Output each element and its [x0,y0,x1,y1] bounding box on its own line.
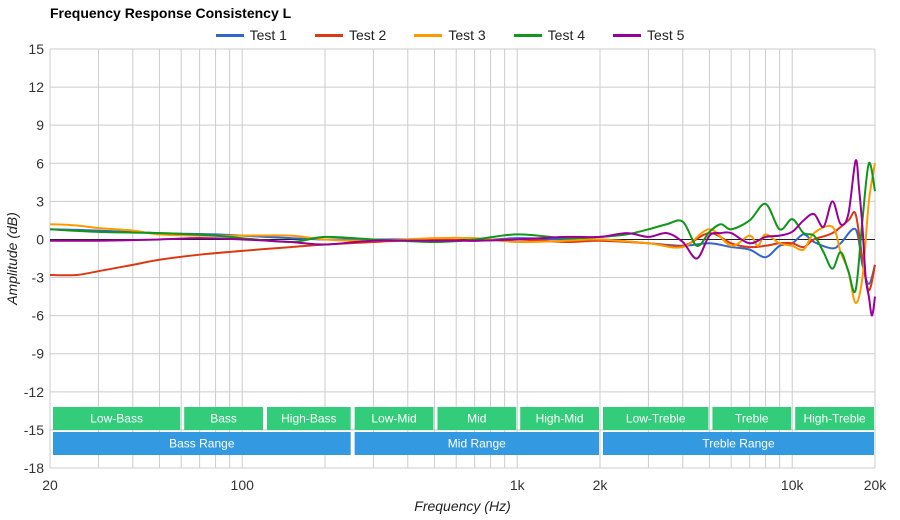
y-tick-label: -18 [24,460,44,476]
band-high-bass [266,407,351,430]
legend-item-1: Test 1 [215,27,287,43]
y-tick-label: 9 [36,117,44,133]
band-high-mid [520,407,599,430]
y-tick-label: -3 [32,270,45,286]
legend-item-2: Test 2 [314,27,387,43]
band-label: Mid [467,412,486,426]
legend-label: Test 3 [448,27,486,43]
x-axis-title: Frequency (Hz) [414,498,510,514]
x-tick-label: 20k [864,477,888,493]
y-tick-label: -9 [32,346,45,362]
y-tick-label: -12 [24,384,44,400]
legend-label: Test 5 [647,27,685,43]
band-mid-range [354,432,599,455]
grid [49,48,876,469]
band-label: Treble [735,412,769,426]
series-line-5 [49,159,876,317]
band-low-treble [603,407,709,430]
band-label: Low-Treble [626,412,686,426]
x-tick-label: 2k [593,477,609,493]
y-tick-label: 15 [28,41,44,57]
series-lines [49,159,876,317]
legend-item-4: Test 4 [513,27,586,43]
band-label: Treble Range [702,437,775,451]
legend-swatch [613,33,642,37]
y-tick-label: -6 [32,308,45,324]
y-axis-title: Amplitude (dB) [4,212,20,306]
legend-swatch [513,33,542,37]
band-mid [437,407,517,430]
band-bass [184,407,263,430]
legend-swatch [215,33,244,37]
band-low-bass [53,407,181,430]
y-tick-label: 0 [36,231,44,247]
legend-label: Test 4 [547,27,586,43]
legend-item-5: Test 5 [613,27,684,43]
y-tick-label: 12 [28,79,44,95]
band-label: Mid Range [448,437,506,451]
band-label: High-Treble [803,412,866,426]
band-high-treble [795,407,874,430]
chart-title: Frequency Response Consistency L [50,5,292,21]
band-label: High-Bass [281,412,336,426]
y-axis-ticks: 15 12 9 6 3 0 -3 -6 -9 -12 -15 -18 [24,41,44,476]
legend-swatch [314,33,343,37]
band-low-mid [354,407,434,430]
y-tick-label: 6 [36,155,44,171]
x-tick-label: 1k [510,477,526,493]
band-bass-range [53,432,351,455]
x-axis-ticks: 20 100 1k 2k 10k 20k [42,477,887,493]
series-line-4 [49,161,876,294]
legend-label: Test 2 [348,27,387,43]
x-tick-label: 20 [42,477,58,493]
legend-item-3: Test 3 [414,27,486,43]
range-bands: Low-Bass Bass High-Bass Low-Mid Mid High-Mid L… [53,407,874,455]
band-treble [712,407,792,430]
band-label: High-Mid [536,412,584,426]
band-label: Low-Bass [90,412,143,426]
legend-label: Test 1 [249,27,287,43]
band-label: Low-Mid [371,412,416,426]
band-treble-range [603,432,874,455]
x-tick-label: 10k [781,477,805,493]
y-tick-label: -15 [24,422,44,438]
y-tick-label: 3 [36,193,44,209]
band-label: Bass [210,412,237,426]
legend: Test 1 Test 2 Test 3 Test 4 Test 5 [0,27,900,43]
legend-swatch [414,33,443,37]
band-label: Bass Range [169,437,235,451]
x-tick-label: 100 [231,477,255,493]
